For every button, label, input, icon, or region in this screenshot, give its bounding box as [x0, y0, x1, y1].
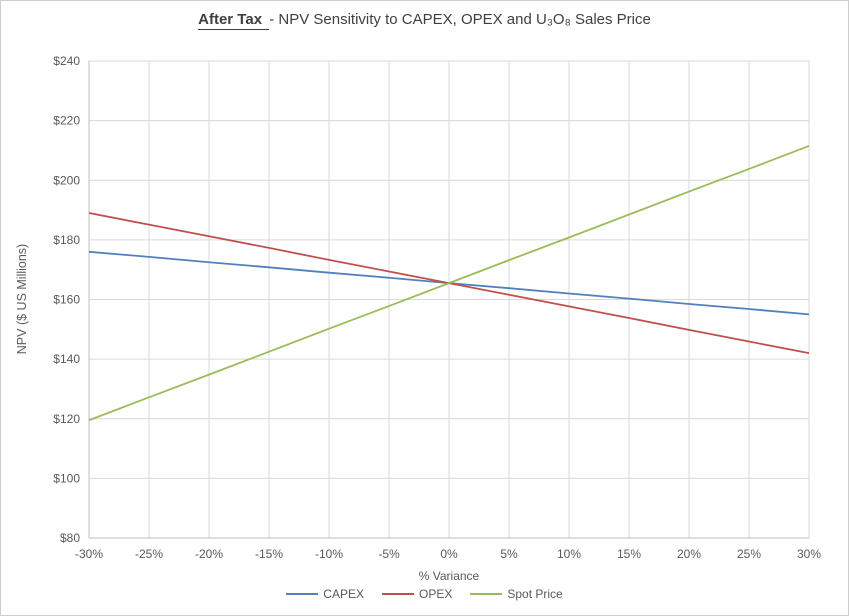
y-tick-label: $200: [53, 173, 80, 187]
x-tick-label: -30%: [75, 547, 103, 561]
opex-line-swatch: [381, 593, 414, 595]
x-tick-label: 20%: [677, 547, 701, 561]
legend-label: Spot Price: [507, 587, 563, 601]
x-tick-label: -5%: [378, 547, 400, 561]
x-tick-label: 5%: [500, 547, 518, 561]
x-tick-label: 15%: [617, 547, 641, 561]
y-tick-label: $160: [53, 293, 80, 307]
y-tick-label: $180: [53, 233, 80, 247]
legend-item-opex[interactable]: OPEX: [381, 587, 453, 601]
y-axis-title: NPV ($ US Millions): [15, 244, 29, 354]
legend-label: CAPEX: [323, 587, 364, 601]
x-tick-label: -10%: [315, 547, 343, 561]
x-tick-label: -15%: [255, 547, 283, 561]
axis-tick-labels: $80 $100 $120 $140 $160 $180 $200 $220 $240 -30% -…: [53, 54, 821, 561]
x-tick-label: 10%: [557, 547, 581, 561]
chart-title-rest: - NPV Sensitivity to CAPEX, OPEX and U₃O…: [269, 11, 651, 28]
gridlines: [88, 60, 810, 539]
x-tick-label: 25%: [737, 547, 761, 561]
y-tick-label: $80: [60, 531, 80, 545]
chart-title: After Tax - NPV Sensitivity to CAPEX, OP…: [1, 11, 848, 30]
y-tick-label: $220: [53, 114, 80, 128]
y-tick-label: $100: [53, 471, 80, 485]
x-axis-title: % Variance: [418, 569, 480, 583]
spot-price-line-swatch: [470, 593, 503, 595]
legend-label: OPEX: [418, 587, 453, 601]
y-tick-label: $120: [53, 412, 80, 426]
capex-line-swatch: [286, 593, 319, 595]
chart-title-prefix: After Tax: [198, 11, 270, 30]
series-line-spot-price: [88, 145, 810, 422]
x-tick-label: 30%: [797, 547, 821, 561]
axes: [88, 60, 810, 539]
x-tick-label: 0%: [440, 547, 458, 561]
legend: CAPEX OPEX Spot Price: [1, 587, 848, 601]
x-tick-label: -20%: [195, 547, 223, 561]
series-lines: [88, 145, 810, 422]
x-tick-label: -25%: [135, 547, 163, 561]
y-tick-label: $240: [53, 54, 80, 68]
legend-item-spot-price[interactable]: Spot Price: [470, 587, 563, 601]
legend-item-capex[interactable]: CAPEX: [286, 587, 364, 601]
y-tick-label: $140: [53, 352, 80, 366]
